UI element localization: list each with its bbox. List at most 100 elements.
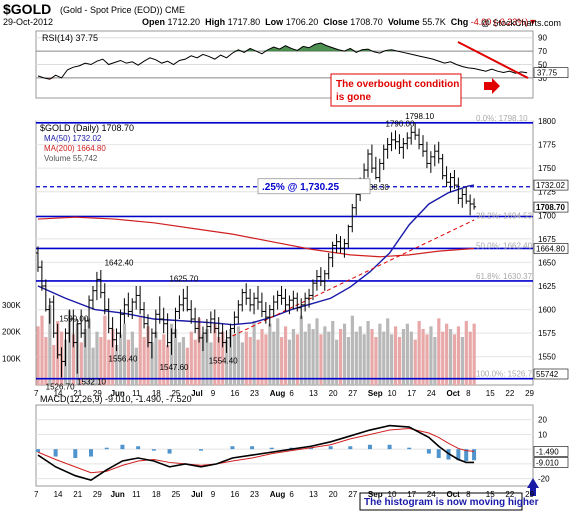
- low-label: Low: [265, 17, 284, 27]
- volume-bar: [331, 321, 335, 385]
- price-x-label: 29: [525, 389, 534, 398]
- macd-x-label: 20: [329, 490, 338, 499]
- macd-histogram-bar: [309, 447, 314, 450]
- rsi-tick-label: 50: [538, 61, 547, 70]
- price-x-label: 17: [407, 389, 416, 398]
- price-bar: [181, 288, 186, 312]
- macd-histogram-bar: [472, 449, 477, 461]
- price-x-label: 13: [309, 389, 318, 398]
- macd-x-label: 7: [34, 490, 39, 499]
- price-bar: [350, 203, 355, 233]
- price-bar: [59, 347, 64, 378]
- volume-bar: [393, 326, 398, 385]
- volume-bar: [362, 334, 366, 385]
- volume-bar: [460, 337, 464, 385]
- macd-line: [37, 424, 475, 481]
- price-bar: [204, 319, 209, 343]
- price-bar: [185, 286, 190, 312]
- price-x-label: Jun: [111, 389, 125, 398]
- price-bar: [389, 132, 394, 152]
- price-bar: [79, 309, 84, 338]
- price-x-label: 16: [230, 389, 239, 398]
- price-bar: [114, 328, 119, 352]
- macd-histogram-bar: [367, 444, 372, 450]
- macd-histogram-bar: [151, 449, 156, 451]
- volume-bar: [456, 326, 461, 385]
- price-bar: [428, 151, 433, 173]
- price-bar: [75, 319, 80, 374]
- price-annotation: 1599.00: [59, 315, 88, 324]
- macd-x-label: 25: [171, 490, 180, 499]
- ma200-legend: MA(200) 1664.80: [44, 144, 106, 153]
- volume-bar: [103, 315, 107, 385]
- volume-bar: [342, 323, 347, 385]
- volume-legend: Volume 55,742: [44, 154, 98, 163]
- volume-tick-label: 200K: [2, 328, 21, 337]
- price-bar: [334, 234, 339, 253]
- price-bar: [303, 292, 308, 312]
- macd-histogram-bar: [426, 449, 431, 454]
- price-bar: [452, 170, 457, 189]
- price-annotation: 1738.30: [360, 183, 389, 192]
- close-label: Close: [323, 17, 348, 27]
- volume-bar: [228, 329, 233, 385]
- ma50-line: [37, 184, 475, 326]
- volume-right-value-box: [533, 368, 569, 380]
- price-bar: [208, 311, 213, 334]
- price-tick-label: 1550: [538, 353, 556, 362]
- volume-bar: [166, 345, 170, 385]
- price-bar: [365, 149, 370, 178]
- volume-bar: [240, 342, 244, 385]
- high-value: 1717.80: [227, 17, 261, 27]
- macd-right-value: -9.010: [536, 458, 559, 467]
- price-annotation: 1556.40: [109, 355, 138, 364]
- volume-bar: [272, 331, 276, 385]
- price-bar: [259, 292, 264, 318]
- volume-bar: [346, 337, 351, 385]
- price-bar: [330, 241, 335, 268]
- price-bar: [472, 198, 477, 210]
- price-bar: [448, 172, 453, 192]
- price-bar: [275, 290, 280, 310]
- price-x-label: Oct: [446, 389, 460, 398]
- price-bar: [295, 292, 300, 312]
- volume-bar: [146, 326, 150, 385]
- price-bar: [405, 132, 410, 150]
- volume-bar: [115, 345, 119, 385]
- macd-title: MACD(12,26,9) -9.010, -1.490, -7.520: [40, 394, 192, 404]
- macd-tick-label: -20: [538, 475, 550, 484]
- price-annotation: 1554.40: [209, 357, 238, 366]
- volume-tick-label: 300K: [2, 301, 21, 310]
- price-bar: [322, 269, 327, 291]
- price-tick-label: 1750: [538, 164, 556, 173]
- price-x-label: 10: [388, 389, 397, 398]
- volume-bar: [421, 329, 425, 385]
- price-tick-label: 1700: [538, 211, 556, 220]
- price-bar: [63, 328, 68, 367]
- price-bar: [51, 295, 56, 338]
- volume-bar: [409, 331, 413, 385]
- price-bar: [169, 328, 174, 355]
- price-right-value: 1732.02: [536, 181, 565, 190]
- price-bar: [460, 188, 465, 208]
- price-bar: [177, 295, 182, 319]
- ma200-line: [37, 216, 475, 258]
- price-bar: [98, 269, 103, 299]
- volume-bar: [126, 339, 131, 385]
- macd-right-value: -1.490: [536, 447, 559, 456]
- price-bar: [43, 279, 48, 312]
- price-annotation: 1526.70: [46, 383, 75, 392]
- price-bar: [420, 135, 425, 157]
- macd-panel-frame: [35, 404, 534, 487]
- price-x-label: 21: [73, 389, 82, 398]
- price-bar: [138, 286, 143, 315]
- price-annotation: 1642.40: [105, 259, 134, 268]
- price-bar: [228, 323, 233, 348]
- macd-histogram-bar: [464, 449, 469, 461]
- high-label: High: [205, 17, 226, 27]
- ohlc-readout: Open 1712.20 High 1717.80 Low 1706.20 Cl…: [142, 17, 537, 27]
- volume-bar: [315, 318, 319, 385]
- macd-histogram-bar: [250, 446, 255, 450]
- price-bar: [424, 141, 429, 169]
- volume-bar: [350, 315, 354, 385]
